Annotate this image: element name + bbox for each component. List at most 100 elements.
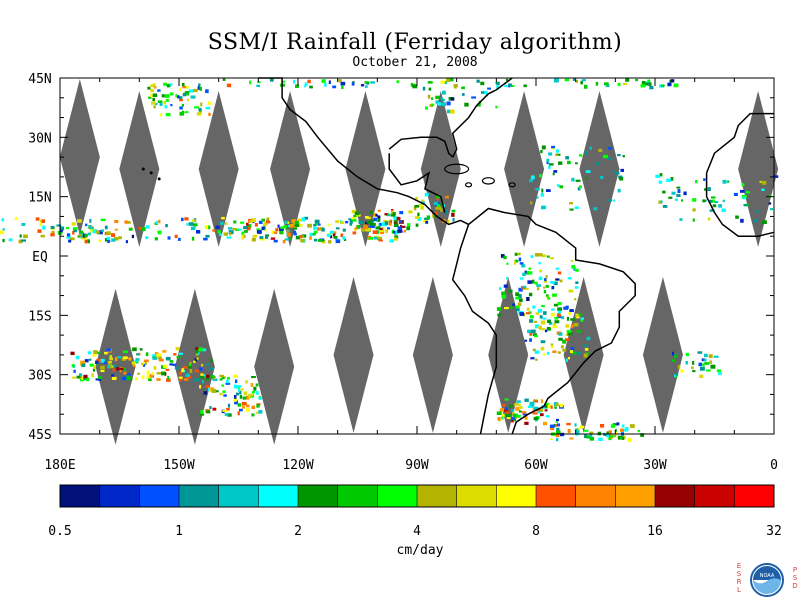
rain-patch <box>266 217 270 221</box>
rain-patch <box>546 295 550 299</box>
rain-patch <box>250 383 254 387</box>
rain-patch <box>540 346 545 351</box>
rain-patch <box>157 89 161 92</box>
no-data-swath <box>642 276 683 433</box>
rain-patch <box>523 313 526 317</box>
rain-patch <box>279 227 284 231</box>
rain-patch <box>442 90 446 95</box>
rain-patch <box>525 312 531 315</box>
rain-patch <box>511 409 515 412</box>
rain-patch <box>392 231 396 234</box>
rain-patch <box>412 84 418 89</box>
rain-patch <box>196 112 202 116</box>
rain-patch <box>197 347 203 352</box>
no-data-swath <box>119 90 160 247</box>
rain-patch <box>556 153 561 156</box>
rain-patch <box>293 79 296 84</box>
rain-patch <box>205 106 211 110</box>
rain-patch <box>516 252 521 256</box>
rain-patch <box>699 374 704 379</box>
rain-patch <box>351 82 355 86</box>
rain-patch <box>515 292 520 296</box>
colorbar-swatch <box>615 485 656 507</box>
rain-patch <box>293 230 297 235</box>
rain-patch <box>583 353 588 358</box>
rain-patch <box>570 350 573 354</box>
rain-patch <box>504 84 508 88</box>
rain-patch <box>239 395 243 399</box>
no-data-swath <box>504 90 545 247</box>
rain-patch <box>85 223 88 227</box>
rain-patch <box>542 421 548 426</box>
rain-patch <box>610 424 616 428</box>
rain-patch <box>375 213 378 217</box>
rain-patch <box>534 335 538 338</box>
rain-patch <box>544 409 548 412</box>
rain-patch <box>93 350 98 355</box>
rain-patch <box>517 294 522 299</box>
rain-patch <box>315 222 319 226</box>
rain-patch <box>364 81 370 84</box>
rain-patch <box>313 226 317 230</box>
rain-patch <box>585 177 588 180</box>
rain-patch <box>617 154 621 157</box>
rain-patch <box>366 216 372 220</box>
rain-patch <box>424 106 428 110</box>
rain-patch <box>388 222 392 226</box>
rain-patch <box>95 360 99 364</box>
rain-patch <box>505 78 509 81</box>
rain-patch <box>241 231 245 235</box>
rain-patch <box>163 82 168 86</box>
rain-patch <box>484 90 488 95</box>
rain-patch <box>304 84 307 88</box>
rain-patch <box>435 207 440 210</box>
rain-patch <box>593 207 598 211</box>
rain-patch <box>111 364 117 368</box>
rain-patch <box>574 298 577 301</box>
rain-patch <box>703 178 706 181</box>
rain-patch <box>116 367 121 371</box>
rain-patch <box>165 368 170 371</box>
rain-patch <box>237 388 241 392</box>
rain-patch <box>251 413 255 417</box>
rain-patch <box>157 100 163 103</box>
rain-patch <box>529 401 535 406</box>
rain-patch <box>284 238 289 241</box>
rain-patch <box>83 374 88 379</box>
colorbar-swatch <box>139 485 180 507</box>
rain-patch <box>668 196 673 199</box>
rain-patch <box>440 97 444 100</box>
rain-patch <box>540 399 544 404</box>
rain-patch <box>569 202 573 205</box>
rain-patch <box>556 418 560 422</box>
rain-patch <box>612 199 616 202</box>
rain-patch <box>199 413 205 416</box>
island <box>444 163 470 175</box>
rain-patch <box>670 177 674 181</box>
rain-patch <box>556 184 560 187</box>
rain-patch <box>536 196 539 199</box>
rain-patch <box>23 234 28 239</box>
colorbar-tick-label: 1 <box>175 524 183 539</box>
rain-patch <box>209 405 212 410</box>
rain-patch <box>740 189 745 193</box>
rain-patch <box>115 357 118 362</box>
rain-patch <box>76 219 82 223</box>
rain-patch <box>553 423 557 428</box>
rain-patch <box>606 434 610 438</box>
rain-patch <box>600 175 604 179</box>
rain-patch <box>433 201 438 205</box>
rain-patch <box>708 354 713 358</box>
rain-patch <box>554 317 559 320</box>
rain-patch <box>567 160 571 165</box>
rain-patch <box>227 413 232 417</box>
rain-patch <box>205 374 210 379</box>
rain-patch <box>263 222 268 226</box>
rain-patch <box>603 82 609 86</box>
latitude-labels: 45N 30N 15N EQ 15S 30S 45S <box>28 72 51 443</box>
rain-patch <box>768 202 772 205</box>
rain-patch <box>691 366 694 370</box>
rain-patch <box>516 400 521 403</box>
rain-patch <box>242 396 247 400</box>
rain-patch <box>446 109 452 114</box>
